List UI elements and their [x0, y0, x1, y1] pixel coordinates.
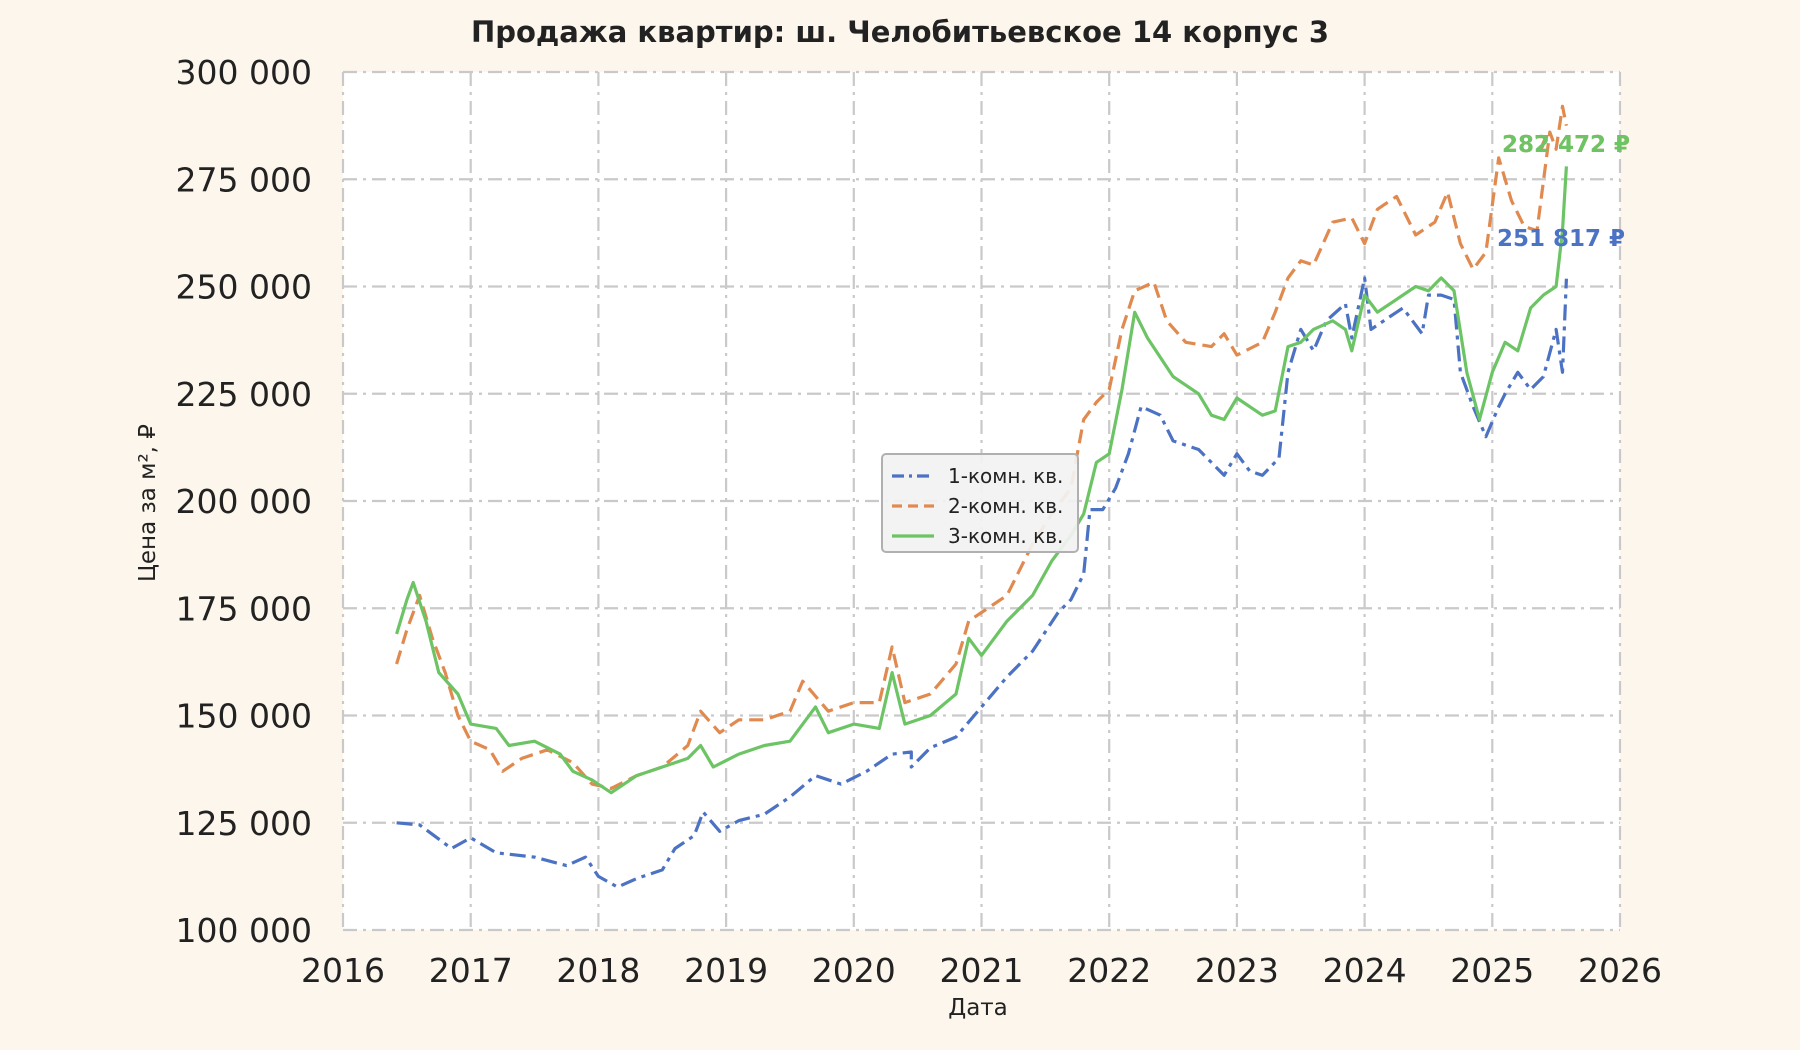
y-tick-label: 275 000 [176, 160, 312, 199]
x-tick-label: 2021 [940, 951, 1024, 990]
x-tick-label: 2019 [684, 951, 768, 990]
grid-lines [341, 70, 1622, 932]
legend: 1-комн. кв. 2-комн. кв. 3-комн. кв. [881, 453, 1079, 553]
end-label-2: 287 472 ₽ [1502, 132, 1630, 158]
y-tick-label: 100 000 [176, 911, 312, 950]
end-label-1: 251 817 ₽ [1497, 226, 1625, 252]
y-tick-label: 150 000 [176, 697, 312, 736]
x-tick-label: 2022 [1067, 951, 1151, 990]
y-tick-label: 200 000 [176, 482, 312, 521]
y-tick-label: 125 000 [176, 804, 312, 843]
y-tick-label: 250 000 [176, 268, 312, 307]
x-tick-label: 2024 [1323, 951, 1407, 990]
legend-label-3: 3-комн. кв. [948, 524, 1063, 548]
legend-label-1: 1-комн. кв. [948, 464, 1063, 488]
x-tick-label: 2017 [429, 951, 513, 990]
legend-box [881, 453, 1079, 553]
end-label-3: 282 472 ₽ [1502, 132, 1630, 158]
y-tick-label: 175 000 [176, 589, 312, 628]
tick-labels: 2016 2017 2018 2019 2020 2021 2022 2023 2024 2025… [176, 53, 1662, 990]
x-tick-label: 2023 [1195, 951, 1279, 990]
y-tick-label: 225 000 [176, 375, 312, 414]
end-labels: 251 817 ₽ 287 472 ₽282 472 ₽ [1497, 132, 1630, 252]
x-tick-label: 2016 [301, 951, 385, 990]
x-tick-label: 2020 [812, 951, 896, 990]
series-line-1 [396, 276, 1568, 889]
x-axis-label: Дата [948, 995, 1008, 1021]
x-tick-label: 2018 [556, 951, 640, 990]
x-tick-label: 2025 [1450, 951, 1534, 990]
chart-title: Продажа квартир: ш. Челобитьевское 14 ко… [471, 15, 1329, 49]
y-axis-label: Цена за м², ₽ [135, 424, 161, 582]
y-tick-label: 300 000 [176, 53, 312, 92]
legend-label-2: 2-комн. кв. [948, 494, 1063, 518]
x-tick-label: 2026 [1578, 951, 1662, 990]
